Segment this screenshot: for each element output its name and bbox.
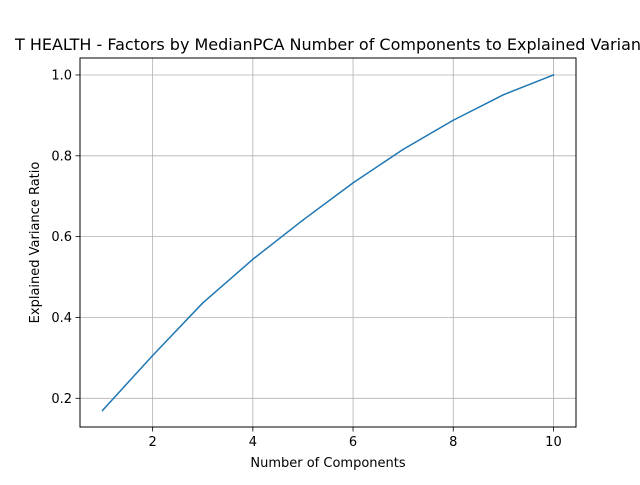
x-axis-label: Number of Components bbox=[250, 456, 405, 471]
data-point bbox=[352, 182, 354, 184]
x-tick-label: 10 bbox=[545, 435, 562, 450]
y-tick-label: 1.0 bbox=[51, 68, 72, 83]
data-point bbox=[151, 354, 154, 357]
data-point bbox=[252, 258, 254, 261]
x-tick-label: 2 bbox=[149, 435, 157, 450]
y-tick-label: 0.6 bbox=[51, 230, 72, 245]
y-tick-label: 0.4 bbox=[51, 311, 72, 326]
y-axis-label: Explained Variance Ratio bbox=[28, 162, 43, 324]
series-line bbox=[101, 73, 555, 412]
x-tick-label: 4 bbox=[249, 435, 257, 450]
ticks: 2 4 6 8 10 0.2 0.4 0.6 0.8 1.0 bbox=[51, 68, 561, 450]
chart-title: T HEALTH - Factors by MedianPCA Number o… bbox=[14, 35, 640, 54]
x-tick-label: 8 bbox=[449, 435, 457, 450]
x-tick-label: 6 bbox=[349, 435, 357, 450]
data-point bbox=[101, 409, 104, 412]
data-point bbox=[552, 74, 555, 76]
data-point bbox=[452, 119, 455, 121]
grid bbox=[80, 58, 576, 427]
data-point bbox=[201, 302, 204, 304]
series-layer bbox=[101, 73, 555, 412]
plot-frame bbox=[79, 57, 577, 428]
y-tick-label: 0.8 bbox=[51, 149, 72, 164]
data-point bbox=[502, 94, 505, 96]
y-tick-label: 0.2 bbox=[51, 392, 72, 407]
data-point bbox=[302, 219, 304, 221]
data-point bbox=[402, 148, 404, 151]
